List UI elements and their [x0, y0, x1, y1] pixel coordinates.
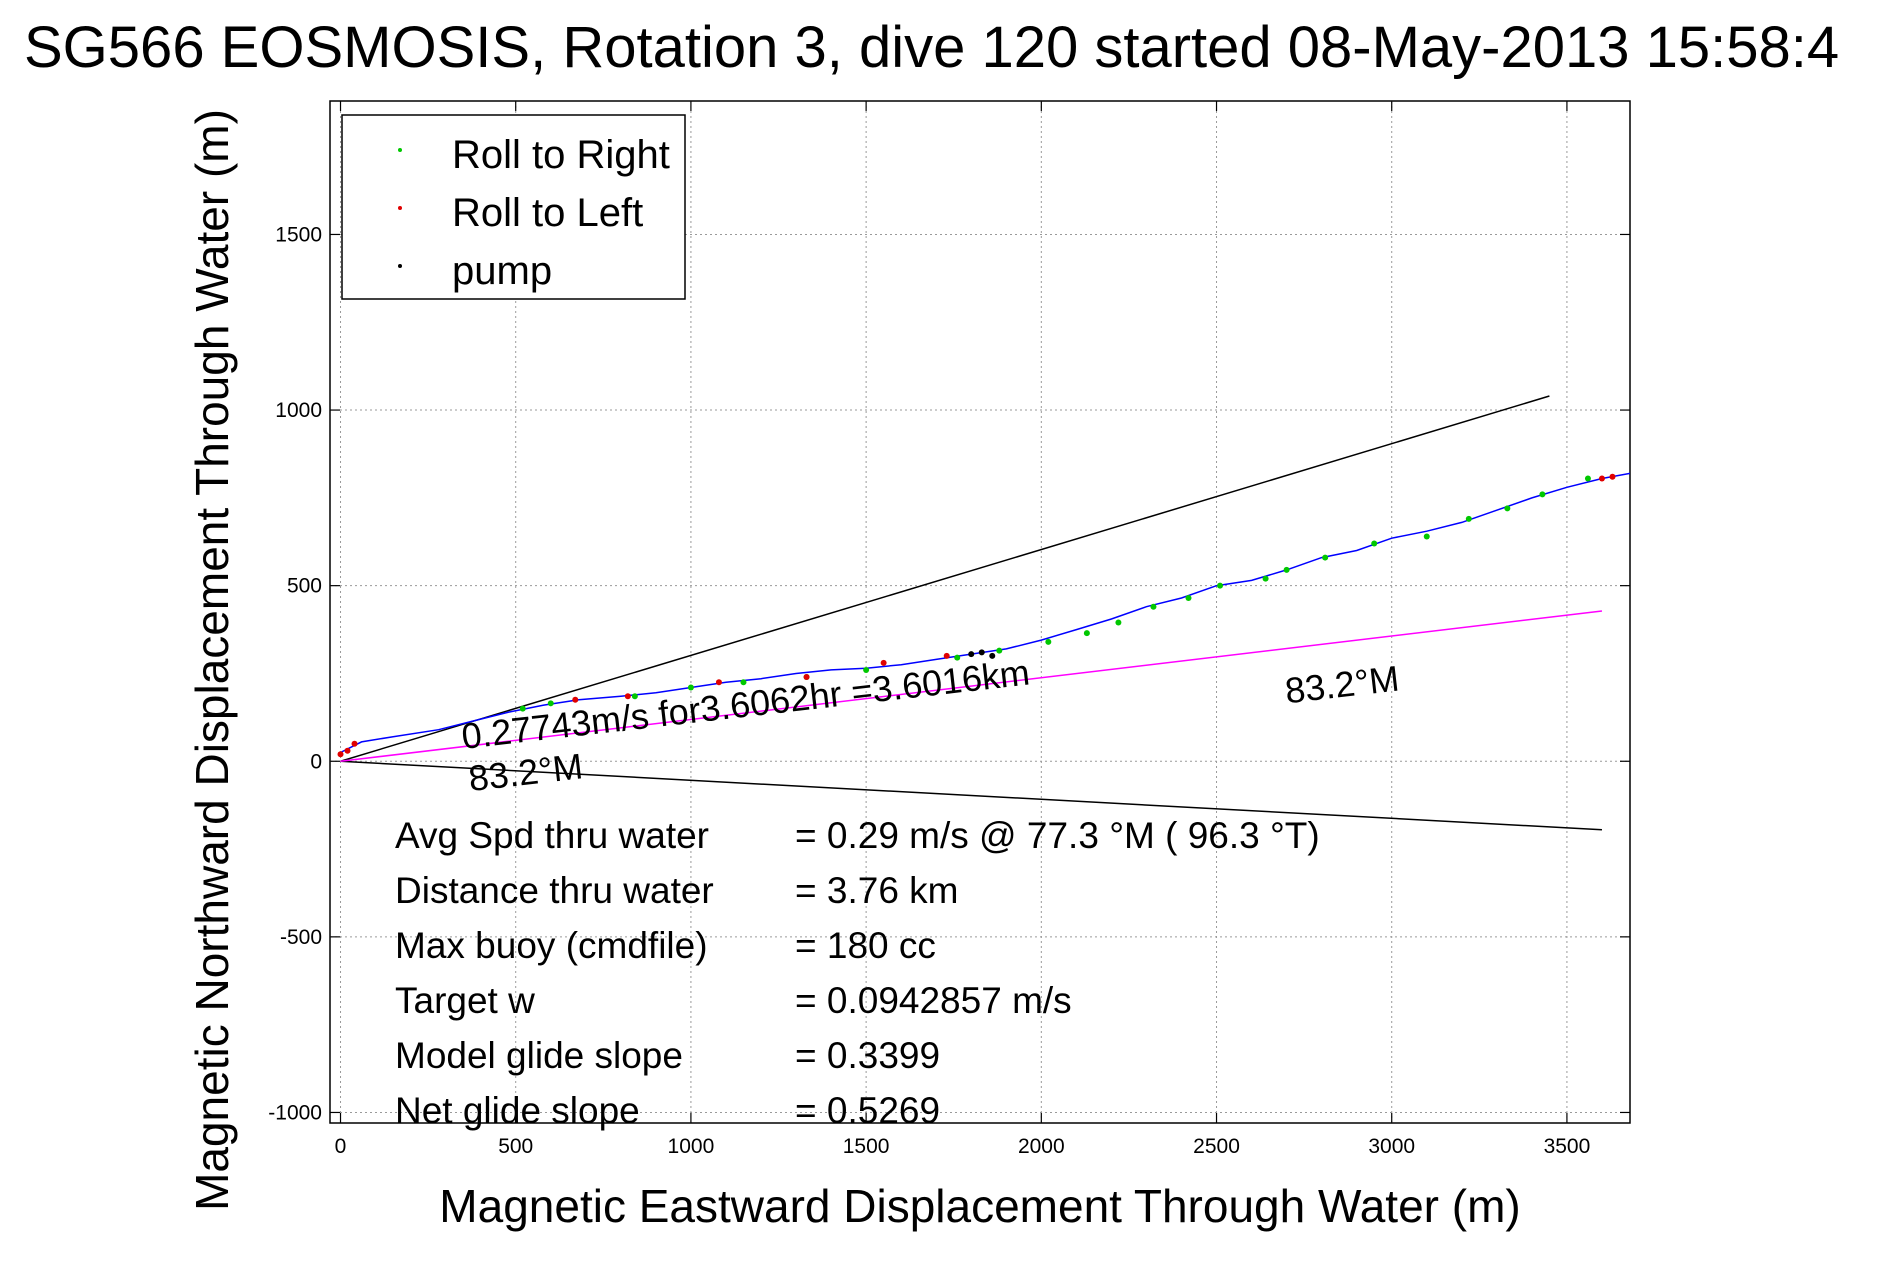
stats-label: Avg Spd thru water — [395, 815, 709, 856]
roll-right-point — [740, 679, 747, 686]
stats-label: Max buoy (cmdfile) — [395, 925, 708, 966]
y-tick-label: 500 — [287, 575, 322, 598]
roll-left-point — [1609, 473, 1616, 480]
pump-point — [968, 651, 975, 658]
x-axis-ticks: 0 500 1000 1500 2000 2500 3000 3500 — [335, 101, 1591, 1158]
y-tick-label: 1000 — [275, 399, 322, 422]
series-layer — [337, 395, 1630, 831]
roll-right-point — [1262, 575, 1269, 582]
x-tick-label: 0 — [335, 1135, 347, 1158]
chart-title: SG566 EOSMOSIS, Rotation 3, dive 120 sta… — [24, 15, 1839, 80]
roll-left-point — [351, 740, 358, 747]
legend-marker-pump — [398, 264, 402, 268]
roll-left-point — [337, 751, 344, 758]
roll-right-point — [996, 647, 1003, 654]
roll-right-point — [1465, 515, 1472, 522]
x-tick-label: 3000 — [1368, 1135, 1415, 1158]
roll-right-point — [1371, 540, 1378, 547]
stats-value: = 0.5269 — [795, 1090, 940, 1131]
stats-value: = 180 cc — [795, 925, 936, 966]
roll-left-point — [624, 693, 631, 700]
legend-marker-roll-left — [398, 206, 402, 210]
x-tick-label: 3500 — [1544, 1135, 1591, 1158]
roll-left-point — [715, 679, 722, 686]
y-tick-label: 0 — [310, 750, 322, 773]
legend-marker-roll-right — [398, 148, 402, 152]
roll-right-point — [1083, 630, 1090, 637]
roll-right-point — [1217, 582, 1224, 589]
y-tick-label: 1500 — [275, 223, 322, 246]
stats-label: Target w — [395, 980, 535, 1021]
legend: Roll to Right Roll to Left pump — [341, 114, 686, 300]
reference-line-heading — [340, 610, 1603, 763]
roll-right-point — [954, 654, 961, 661]
roll-right-point — [1115, 619, 1122, 626]
stats-value: = 3.76 km — [795, 870, 959, 911]
stats-value: = 0.0942857 m/s — [795, 980, 1072, 1021]
x-tick-label: 1000 — [668, 1135, 715, 1158]
reference-line-lower — [340, 760, 1603, 831]
roll-right-point — [863, 666, 870, 673]
legend-label-roll-right: Roll to Right — [452, 133, 670, 177]
legend-label-roll-left: Roll to Left — [452, 191, 643, 235]
roll-left-point — [943, 652, 950, 659]
roll-right-point — [519, 705, 526, 712]
stats-label: Model glide slope — [395, 1035, 683, 1076]
stats-block: Avg Spd thru water = 0.29 m/s @ 77.3 °M … — [395, 815, 1320, 1131]
stats-label: Distance thru water — [395, 870, 714, 911]
x-tick-label: 500 — [498, 1135, 533, 1158]
roll-left-point — [344, 747, 351, 754]
stats-value: = 0.29 m/s @ 77.3 °M ( 96.3 °T) — [795, 815, 1320, 856]
y-tick-label: -500 — [280, 926, 322, 949]
reference-line-upper — [340, 395, 1550, 762]
roll-right-point — [1423, 533, 1430, 540]
roll-left-point — [803, 673, 810, 680]
roll-left-point — [880, 659, 887, 666]
roll-right-point — [1150, 603, 1157, 610]
stats-label: Net glide slope — [395, 1090, 640, 1131]
x-tick-label: 2000 — [1018, 1135, 1065, 1158]
roll-left-point — [1598, 475, 1605, 482]
x-tick-label: 2500 — [1193, 1135, 1240, 1158]
roll-right-point — [631, 693, 638, 700]
roll-right-point — [547, 700, 554, 707]
x-axis-label: Magnetic Eastward Displacement Through W… — [439, 1180, 1520, 1232]
x-tick-label: 1500 — [843, 1135, 890, 1158]
stats-value: = 0.3399 — [795, 1035, 940, 1076]
roll-right-point — [1539, 491, 1546, 498]
roll-right-point — [1584, 475, 1591, 482]
roll-right-point — [1504, 505, 1511, 512]
pump-point — [978, 649, 985, 656]
y-axis-ticks: -1000 -500 0 500 1000 1500 — [268, 223, 1630, 1124]
roll-right-point — [1283, 566, 1290, 573]
y-axis-label: Magnetic Northward Displacement Through … — [186, 109, 238, 1211]
roll-right-point — [687, 684, 694, 691]
roll-right-point — [1045, 638, 1052, 645]
legend-label-pump: pump — [452, 249, 552, 293]
roll-right-point — [1185, 594, 1192, 601]
y-tick-label: -1000 — [268, 1101, 322, 1124]
pump-point — [989, 652, 996, 659]
roll-right-point — [1322, 554, 1329, 561]
roll-left-point — [572, 696, 579, 703]
